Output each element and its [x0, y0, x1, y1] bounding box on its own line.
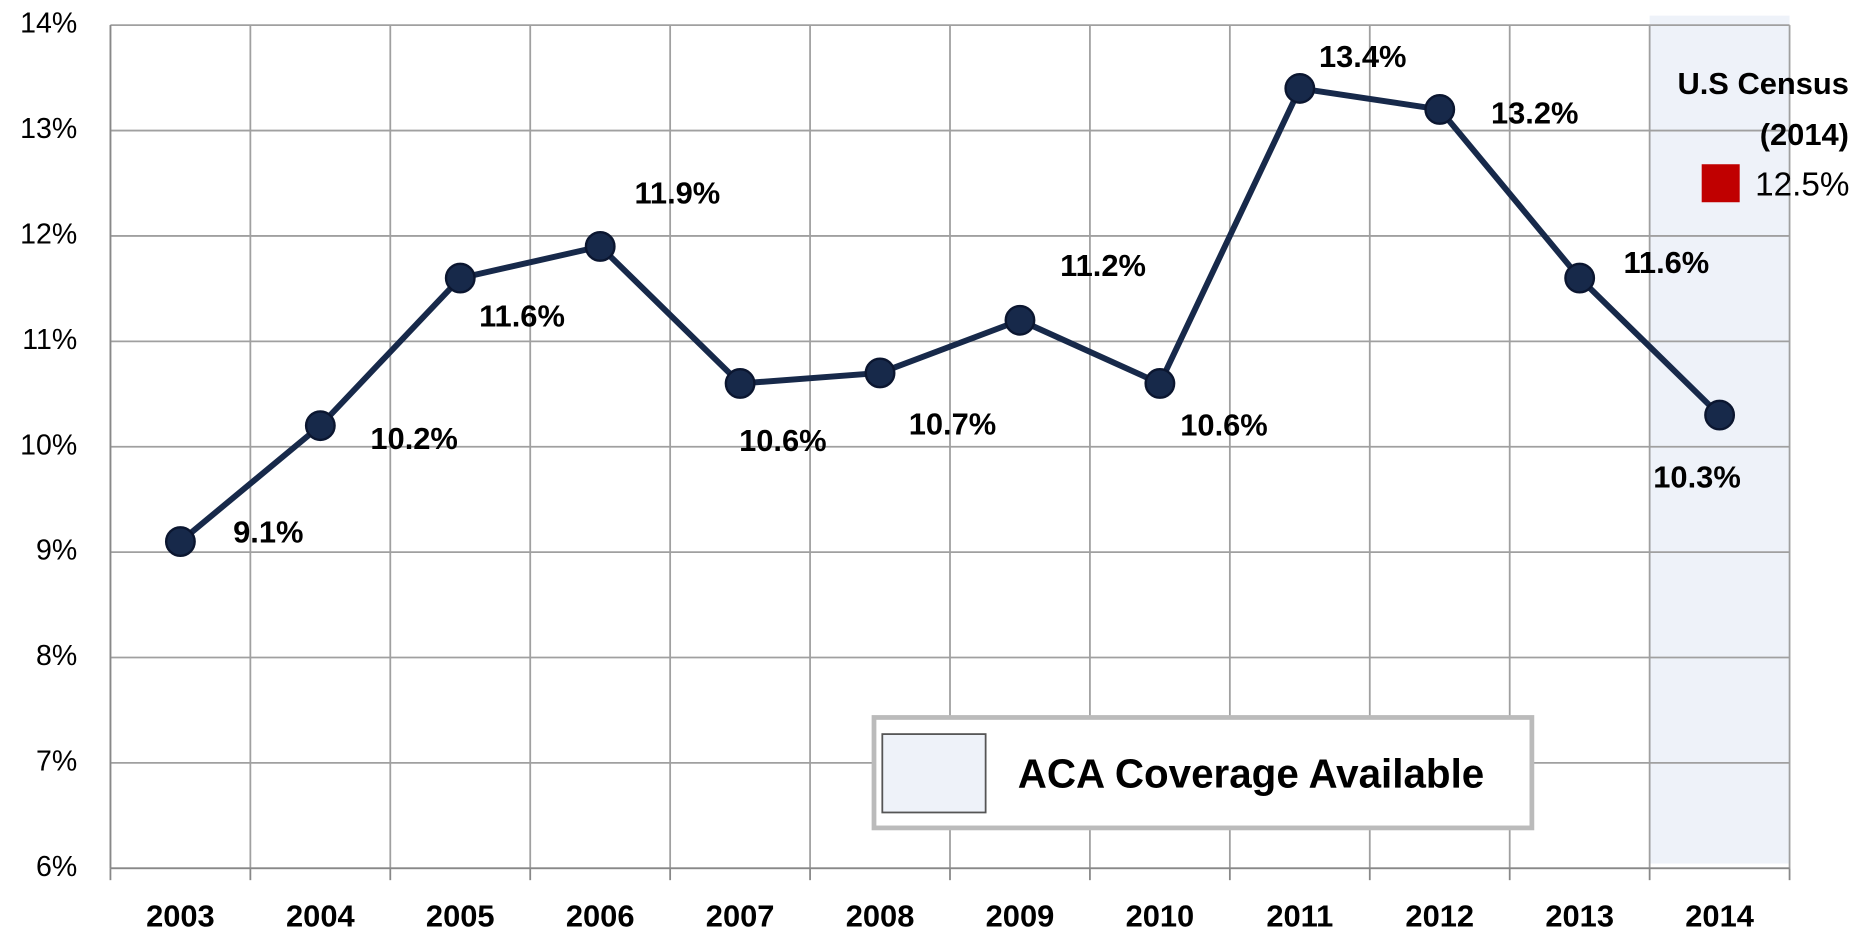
data-label: 9.1% — [233, 515, 303, 550]
data-label: 10.7% — [909, 407, 997, 442]
x-tick-label: 2005 — [426, 898, 495, 933]
x-tick-label: 2003 — [146, 898, 215, 933]
y-tick-label: 6% — [36, 851, 77, 883]
data-label: 10.6% — [739, 423, 827, 458]
data-label: 13.2% — [1491, 96, 1579, 131]
legend-label: ACA Coverage Available — [1018, 751, 1485, 797]
data-point — [1704, 399, 1736, 431]
data-label: 11.2% — [1060, 248, 1146, 283]
x-tick-label: 2007 — [706, 898, 775, 933]
x-tick-label: 2006 — [566, 898, 635, 933]
data-point — [724, 368, 756, 399]
data-label: 11.6% — [1623, 245, 1709, 280]
x-tick-label: 2009 — [986, 898, 1055, 933]
y-tick-label: 10% — [20, 429, 77, 461]
data-point — [864, 357, 896, 389]
data-label: 11.6% — [479, 299, 565, 334]
y-tick-label: 9% — [36, 535, 77, 567]
census-marker — [1701, 164, 1740, 203]
x-tick-label: 2013 — [1545, 898, 1614, 933]
data-point — [304, 410, 336, 442]
census-label: (2014) — [1760, 117, 1849, 152]
census-value-label: 12.5% — [1755, 167, 1849, 204]
data-point — [1564, 262, 1596, 294]
data-point — [1144, 368, 1176, 399]
shaded-region — [1649, 15, 1790, 864]
y-tick-label: 7% — [36, 745, 77, 777]
y-tick-label: 11% — [22, 324, 77, 356]
legend-swatch — [881, 733, 987, 814]
data-label: 11.9% — [634, 176, 720, 211]
census-label: U.S Census — [1677, 66, 1849, 101]
data-label: 10.3% — [1653, 459, 1741, 494]
series-line — [178, 85, 1722, 544]
data-point — [1004, 304, 1036, 336]
y-tick-label: 13% — [20, 113, 77, 145]
data-point — [1424, 94, 1456, 125]
x-tick-label: 2008 — [846, 898, 915, 933]
x-tick-label: 2011 — [1266, 898, 1333, 933]
data-label: 10.6% — [1180, 408, 1268, 443]
data-point — [584, 231, 616, 262]
y-tick-label: 12% — [20, 218, 77, 250]
data-label: 10.2% — [370, 421, 458, 456]
data-point — [164, 526, 196, 558]
x-tick-label: 2012 — [1405, 898, 1474, 933]
data-label: 13.4% — [1319, 39, 1407, 74]
x-tick-label: 2010 — [1126, 898, 1195, 933]
data-point — [1284, 72, 1316, 104]
y-tick-label: 8% — [36, 640, 77, 672]
y-tick-label: 14% — [20, 8, 77, 40]
x-tick-label: 2014 — [1685, 898, 1754, 933]
data-point — [444, 262, 476, 294]
x-tick-label: 2004 — [286, 898, 355, 933]
